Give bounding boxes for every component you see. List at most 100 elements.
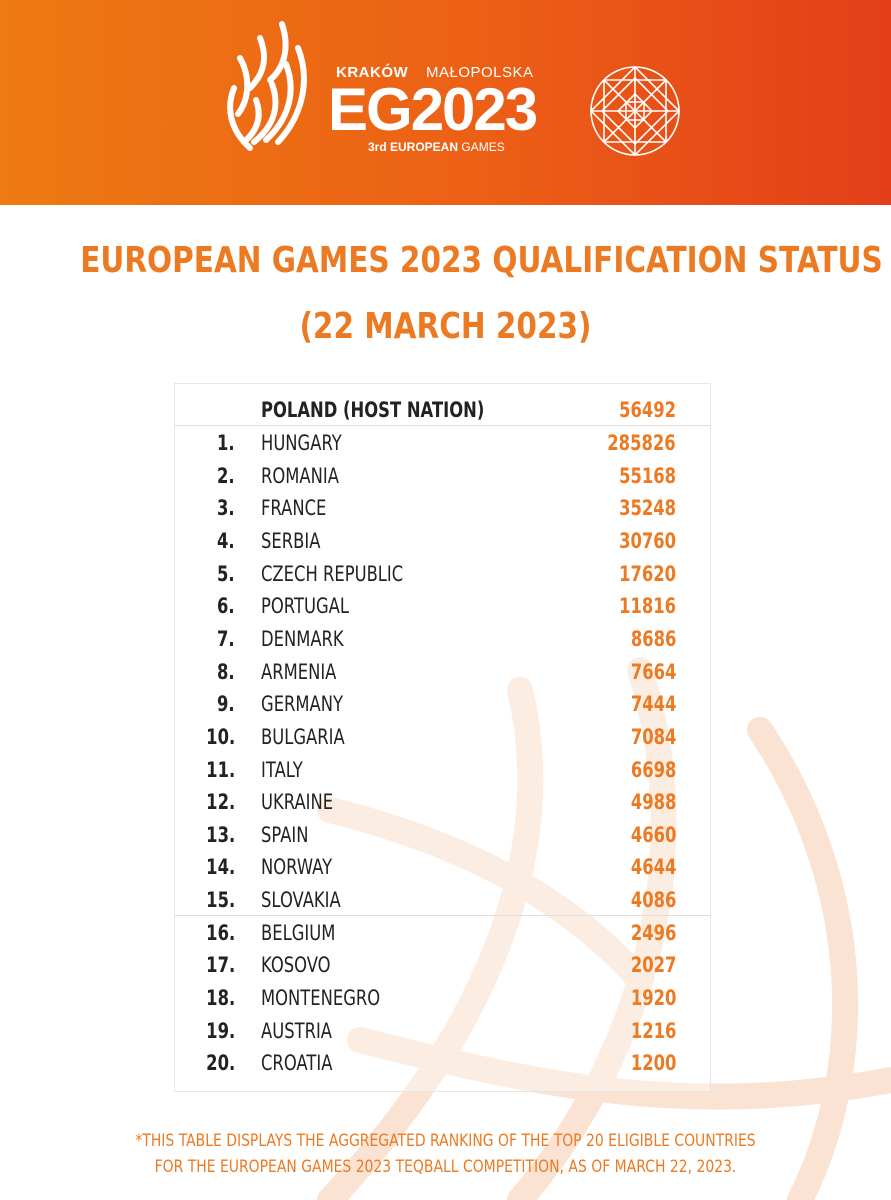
country-cell: ITALY — [261, 757, 303, 782]
country-cell: CROATIA — [261, 1051, 333, 1076]
country-cell: PORTUGAL — [261, 594, 349, 619]
country-cell: KOSOVO — [261, 953, 331, 978]
rank-cell: 4. — [217, 528, 235, 553]
country-cell: SLOVAKIA — [261, 888, 341, 913]
country-cell: FRANCE — [261, 496, 327, 521]
rank-cell: 7. — [217, 626, 235, 651]
footnote-line-2: FOR THE EUROPEAN GAMES 2023 TEQBALL COMP… — [154, 1157, 737, 1177]
table-row: 1. HUNGARY 285826 — [175, 427, 710, 459]
table-row: 5. CZECH REPUBLIC 17620 — [175, 558, 710, 590]
value-cell: 8686 — [630, 626, 676, 651]
value-cell: 4660 — [630, 822, 676, 847]
country-cell: BULGARIA — [261, 724, 345, 749]
value-cell: 1920 — [630, 986, 676, 1011]
logo-sub-rest: GAMES — [461, 140, 505, 154]
rank-cell: 9. — [217, 692, 235, 717]
table-row: 19. AUSTRIA 1216 — [175, 1015, 710, 1047]
rank-cell: 19. — [205, 1018, 235, 1043]
value-cell: 2027 — [630, 953, 676, 978]
value-cell: 30760 — [619, 528, 676, 553]
country-cell: GERMANY — [261, 692, 344, 717]
country-cell: POLAND (HOST NATION) — [261, 398, 485, 422]
rank-cell: 17. — [205, 953, 235, 978]
table-row: 18. MONTENEGRO 1920 — [175, 982, 710, 1014]
rank-cell: 14. — [205, 855, 235, 880]
rank-cell: 13. — [205, 822, 235, 847]
value-cell: 17620 — [619, 561, 676, 586]
country-cell: HUNGARY — [261, 431, 342, 455]
header-banner: KRAKÓW MAŁOPOLSKA EG2023 3rd EUROPEAN GA… — [0, 0, 891, 205]
value-cell: 7084 — [630, 724, 676, 749]
value-cell: 55168 — [619, 463, 676, 488]
rank-cell: 10. — [205, 724, 235, 749]
table-row: 4. SERBIA 30760 — [175, 525, 710, 557]
value-cell: 7664 — [630, 659, 676, 684]
table-row: 3. FRANCE 35248 — [175, 492, 710, 524]
page-title: EUROPEAN GAMES 2023 QUALIFICATION STATUS — [80, 240, 883, 281]
rank-cell: 11. — [205, 757, 235, 782]
flame-logo-icon — [227, 21, 307, 151]
country-cell: UKRAINE — [261, 790, 334, 815]
table-row: 9. GERMANY 7444 — [175, 688, 710, 720]
value-cell: 285826 — [607, 431, 676, 455]
country-cell: NORWAY — [261, 855, 333, 880]
table-row: 16. BELGIUM 2496 — [175, 917, 710, 949]
footnote-line-1: *THIS TABLE DISPLAYS THE AGGREGATED RANK… — [135, 1131, 756, 1151]
table-row: 20. CROATIA 1200 — [175, 1047, 710, 1079]
value-cell: 4988 — [630, 790, 676, 815]
logo-subtitle: 3rd EUROPEAN GAMES — [368, 140, 505, 154]
rank-cell: 16. — [205, 920, 235, 945]
country-cell: SPAIN — [261, 822, 309, 847]
rank-cell: 8. — [217, 659, 235, 684]
table-row: 10. BULGARIA 7084 — [175, 721, 710, 753]
value-cell: 1200 — [630, 1051, 676, 1076]
geometric-emblem-icon — [589, 65, 681, 157]
logo-main-text: EG2023 — [328, 76, 538, 143]
rank-cell: 6. — [217, 594, 235, 619]
country-cell: ARMENIA — [261, 659, 337, 684]
page-subtitle-date: (22 MARCH 2023) — [299, 306, 592, 347]
host-row: POLAND (HOST NATION) 56492 — [175, 394, 710, 426]
value-cell: 56492 — [619, 398, 676, 422]
top15-divider — [175, 915, 710, 916]
country-cell: CZECH REPUBLIC — [261, 561, 404, 586]
rank-cell: 5. — [217, 561, 235, 586]
logo-sub-bold: 3rd EUROPEAN — [368, 140, 459, 154]
table-row: 2. ROMANIA 55168 — [175, 460, 710, 492]
table-row: 6. PORTUGAL 11816 — [175, 590, 710, 622]
value-cell: 4086 — [630, 888, 676, 913]
country-cell: BELGIUM — [261, 920, 336, 945]
value-cell: 6698 — [630, 757, 676, 782]
value-cell: 11816 — [619, 594, 676, 619]
table-row: 15. SLOVAKIA 4086 — [175, 884, 710, 916]
table-row: 14. NORWAY 4644 — [175, 851, 710, 883]
country-cell: ROMANIA — [261, 463, 339, 488]
logo-city-text: KRAKÓW — [336, 64, 409, 81]
value-cell: 4644 — [630, 855, 676, 880]
rank-cell: 15. — [205, 888, 235, 913]
value-cell: 1216 — [630, 1018, 676, 1043]
table-row: 13. SPAIN 4660 — [175, 819, 710, 851]
rank-cell: 20. — [205, 1051, 235, 1076]
rank-cell: 12. — [205, 790, 235, 815]
table-row: 12. UKRAINE 4988 — [175, 786, 710, 818]
rank-cell: 2. — [217, 463, 235, 488]
table-row: 7. DENMARK 8686 — [175, 623, 710, 655]
rank-cell: 18. — [205, 986, 235, 1011]
value-cell: 7444 — [630, 692, 676, 717]
logo-region-text: MAŁOPOLSKA — [426, 64, 534, 81]
country-cell: DENMARK — [261, 626, 344, 651]
rank-cell: 3. — [217, 496, 235, 521]
country-cell: SERBIA — [261, 528, 321, 553]
value-cell: 35248 — [619, 496, 676, 521]
table-row: 11. ITALY 6698 — [175, 754, 710, 786]
value-cell: 2496 — [630, 920, 676, 945]
host-divider — [175, 425, 710, 426]
country-cell: AUSTRIA — [261, 1018, 333, 1043]
table-row: 8. ARMENIA 7664 — [175, 656, 710, 688]
rank-cell: 1. — [217, 431, 235, 455]
table-row: 17. KOSOVO 2027 — [175, 949, 710, 981]
qualification-table: POLAND (HOST NATION) 56492 1. HUNGARY 2858… — [174, 383, 711, 1092]
logo-wordmark: KRAKÓW MAŁOPOLSKA EG2023 3rd EUROPEAN GA… — [328, 60, 568, 160]
country-cell: MONTENEGRO — [261, 986, 381, 1011]
